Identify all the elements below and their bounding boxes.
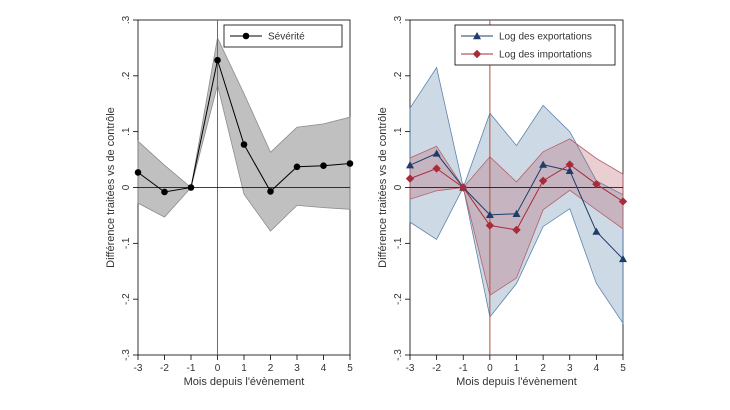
x-tick-label: -1 bbox=[459, 363, 468, 374]
legend-box bbox=[223, 24, 343, 48]
x-tick-label: -3 bbox=[134, 363, 143, 374]
x-tick-label: 0 bbox=[487, 363, 493, 374]
x-tick-label: -2 bbox=[432, 363, 441, 374]
data-point bbox=[187, 184, 195, 191]
x-tick-label: 2 bbox=[540, 363, 546, 374]
x-tick-label: 5 bbox=[620, 363, 626, 374]
data-point bbox=[161, 188, 168, 196]
y-tick-label: 0 bbox=[121, 184, 132, 190]
legend-marker bbox=[242, 32, 250, 40]
legend-label: Log des exportations bbox=[499, 32, 592, 43]
y-tick-label: -.2 bbox=[121, 293, 132, 305]
trade-chart-panel: -3 -2 -1 0 1 2 3 4 5 -.3 -.2 -.1 0 .1 .2 .3 Mois depuis … bbox=[377, 15, 628, 388]
data-point bbox=[592, 227, 601, 235]
y-tick-label: .3 bbox=[121, 15, 132, 24]
legend-box bbox=[454, 24, 616, 66]
data-point bbox=[346, 160, 354, 167]
data-point bbox=[320, 162, 327, 170]
y-tick-label: -.2 bbox=[393, 293, 404, 305]
y-tick-label: -.3 bbox=[121, 349, 132, 361]
data-point bbox=[240, 141, 248, 148]
x-axis-title: Mois depuis l'évènement bbox=[456, 376, 577, 388]
x-tick-label: -1 bbox=[187, 363, 196, 374]
data-point bbox=[134, 169, 142, 176]
y-tick-label: -.1 bbox=[393, 237, 404, 249]
data-point bbox=[293, 163, 301, 171]
x-tick-label: 3 bbox=[294, 363, 300, 374]
data-point bbox=[512, 225, 521, 235]
x-tick-label: 2 bbox=[268, 363, 274, 374]
data-point bbox=[565, 160, 574, 169]
x-tick-label: -3 bbox=[406, 363, 415, 374]
y-tick-label: .2 bbox=[393, 71, 404, 80]
legend-label: Log des importations bbox=[499, 50, 592, 61]
data-point bbox=[565, 166, 574, 174]
x-tick-label: -2 bbox=[160, 363, 169, 374]
data-point bbox=[485, 210, 494, 219]
y-tick-label: -.1 bbox=[121, 237, 132, 249]
data-point bbox=[618, 197, 628, 206]
x-tick-label: 4 bbox=[321, 363, 327, 374]
x-tick-label: 3 bbox=[567, 363, 573, 374]
data-point bbox=[539, 160, 548, 168]
x-tick-label: 0 bbox=[215, 363, 221, 374]
data-point bbox=[432, 164, 441, 173]
data-point bbox=[485, 221, 495, 230]
legend: Log des exportations Log des importations bbox=[454, 24, 616, 66]
data-point bbox=[432, 149, 441, 157]
legend-marker bbox=[473, 32, 481, 40]
data-point bbox=[459, 183, 468, 192]
data-point bbox=[267, 188, 274, 195]
y-tick-label: .2 bbox=[121, 71, 132, 80]
severity-chart-panel: -3 -2 -1 0 1 2 3 4 5 -.3 -.2 -.1 0 .1 .2 .3 Mois depuis … bbox=[105, 15, 354, 388]
data-point bbox=[405, 174, 415, 183]
y-tick-label: 0 bbox=[393, 184, 404, 190]
y-tick-label: .1 bbox=[393, 127, 404, 136]
legend-label: Sévérité bbox=[268, 32, 305, 43]
legend: Sévérité bbox=[223, 24, 343, 48]
x-tick-label: 4 bbox=[594, 363, 600, 374]
data-point bbox=[512, 209, 521, 217]
y-tick-label: .3 bbox=[393, 15, 404, 24]
data-point bbox=[619, 254, 627, 263]
y-axis-title: Différence traitées vs de contrôle bbox=[105, 107, 117, 268]
data-point bbox=[592, 179, 601, 189]
x-tick-label: 1 bbox=[514, 363, 520, 374]
y-tick-label: .1 bbox=[121, 127, 132, 136]
y-tick-label: -.3 bbox=[393, 349, 404, 361]
x-axis-title: Mois depuis l'évènement bbox=[184, 376, 305, 388]
data-point bbox=[406, 161, 414, 169]
legend-marker bbox=[472, 49, 482, 59]
data-point bbox=[214, 56, 221, 64]
data-point bbox=[538, 176, 548, 185]
x-tick-label: 5 bbox=[347, 363, 353, 374]
y-axis-title: Différence traitées vs de contrôle bbox=[377, 107, 389, 268]
x-tick-label: 1 bbox=[241, 363, 247, 374]
